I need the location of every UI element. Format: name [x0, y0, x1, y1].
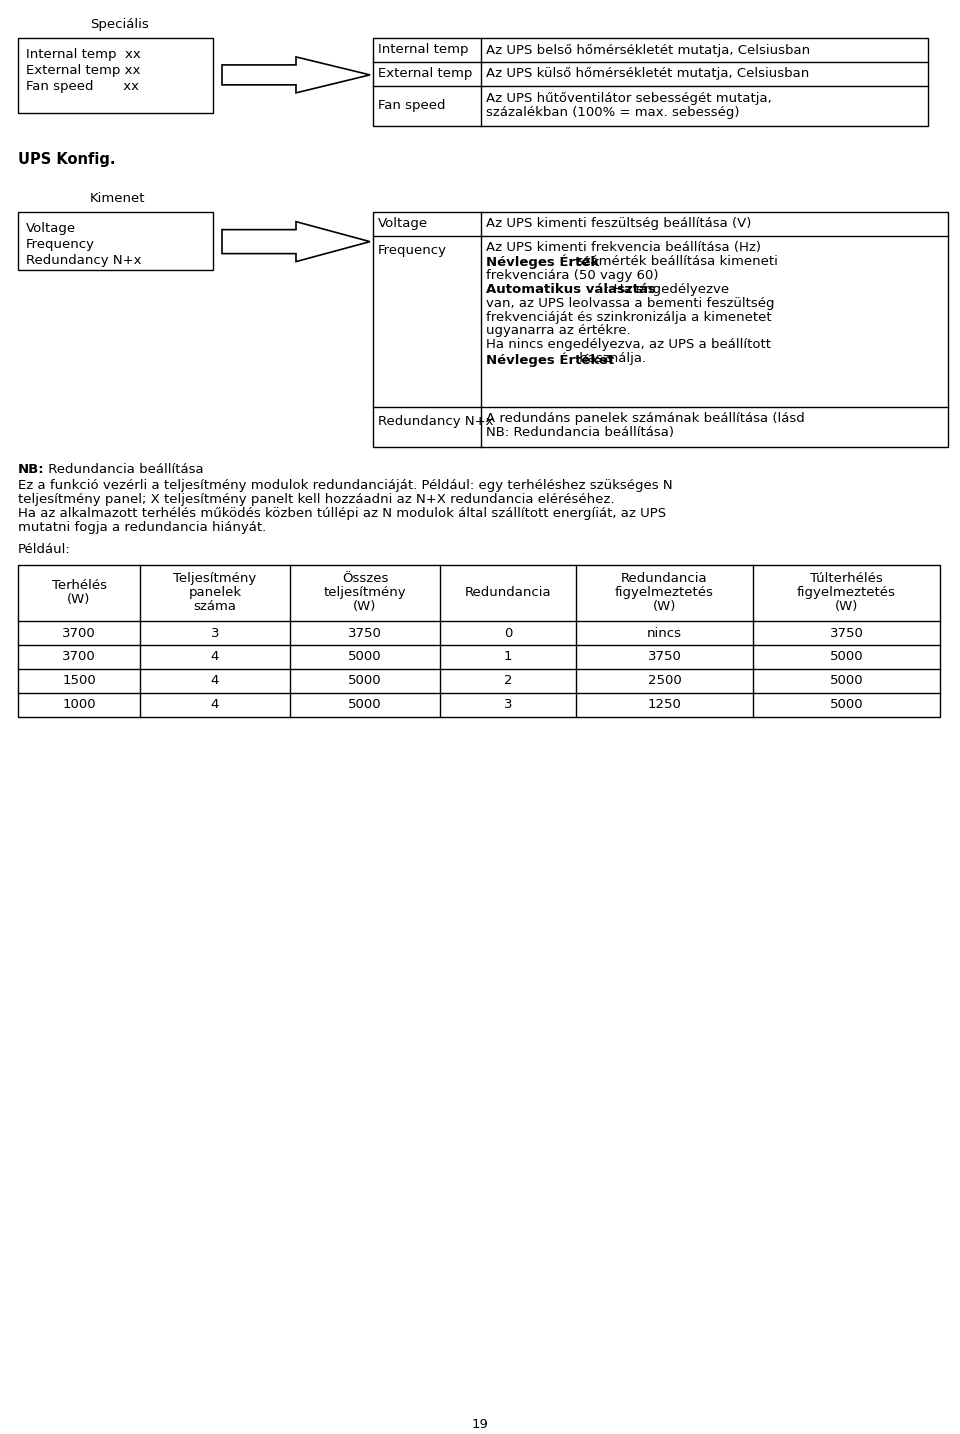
Text: Túlterhélés: Túlterhélés — [810, 572, 883, 585]
Text: Ez a funkció vezérli a teljesítmény modulok redundanciáját. Például: egy terhélé: Ez a funkció vezérli a teljesítmény modu… — [18, 479, 673, 492]
Text: van, az UPS leolvassa a bementi feszültség: van, az UPS leolvassa a bementi feszülts… — [486, 297, 775, 310]
Text: 4: 4 — [211, 651, 219, 664]
Text: 3: 3 — [211, 627, 219, 640]
Text: 4: 4 — [211, 698, 219, 711]
Text: frekvenciára (50 vagy 60): frekvenciára (50 vagy 60) — [486, 268, 659, 281]
Text: 3750: 3750 — [829, 627, 863, 640]
Text: Redundancia beállítása: Redundancia beállítása — [44, 463, 204, 476]
Text: Névleges Értéket: Névleges Értéket — [486, 353, 614, 367]
Text: nincs: nincs — [647, 627, 682, 640]
Text: Automatikus választás: Automatikus választás — [486, 282, 656, 295]
Text: teljesítmény: teljesítmény — [324, 587, 406, 599]
Text: Redundancy N+x: Redundancy N+x — [26, 254, 141, 267]
Text: 5000: 5000 — [829, 674, 863, 687]
Text: Az UPS kimenti feszültség beállítása (V): Az UPS kimenti feszültség beállítása (V) — [486, 217, 752, 229]
Text: 1: 1 — [504, 651, 513, 664]
Text: 0: 0 — [504, 627, 513, 640]
Text: Kimenet: Kimenet — [90, 192, 146, 205]
Text: (W): (W) — [67, 594, 90, 607]
Text: Redundancia: Redundancia — [621, 572, 708, 585]
Text: NB:: NB: — [18, 463, 44, 476]
Text: (W): (W) — [653, 599, 676, 614]
Text: (W): (W) — [835, 599, 858, 614]
Text: 5000: 5000 — [348, 698, 382, 711]
Text: External temp: External temp — [378, 67, 472, 80]
Text: 19: 19 — [471, 1418, 489, 1431]
Text: A redundáns panelek számának beállítása (lásd: A redundáns panelek számának beállítása … — [486, 413, 804, 426]
Text: Névleges Érték: Névleges Érték — [486, 255, 599, 270]
Text: Teljesítmény: Teljesítmény — [174, 572, 256, 585]
Text: 5000: 5000 — [829, 651, 863, 664]
Text: 2500: 2500 — [648, 674, 682, 687]
Text: 5000: 5000 — [829, 698, 863, 711]
Bar — [373, 212, 948, 447]
Text: Voltage: Voltage — [378, 217, 428, 229]
Text: Frequency: Frequency — [378, 244, 447, 257]
Text: figyelmeztetés: figyelmeztetés — [615, 587, 714, 599]
Text: frekvenciáját és szinkronizálja a kimenetet: frekvenciáját és szinkronizálja a kimene… — [486, 311, 772, 324]
Text: : számérték beállítása kimeneti: : számérték beállítása kimeneti — [568, 255, 778, 268]
Text: Internal temp  xx: Internal temp xx — [26, 47, 141, 60]
Text: Az UPS belső hőmérsékletét mutatja, Celsiusban: Az UPS belső hőmérsékletét mutatja, Cels… — [486, 43, 810, 56]
Bar — [18, 212, 213, 270]
Text: használja.: használja. — [575, 353, 646, 366]
Text: UPS Konfig.: UPS Konfig. — [18, 152, 115, 166]
Text: 5000: 5000 — [348, 651, 382, 664]
Text: NB: Redundancia beállítása): NB: Redundancia beállítása) — [486, 426, 674, 439]
Text: Speciális: Speciális — [90, 19, 149, 32]
Text: Voltage: Voltage — [26, 222, 76, 235]
Text: teljesítmény panel; X teljesítmény panelt kell hozzáadni az N+X redundancia elér: teljesítmény panel; X teljesítmény panel… — [18, 493, 614, 506]
Text: : Ha engedélyezve: : Ha engedélyezve — [605, 282, 730, 295]
Text: Például:: Például: — [18, 543, 71, 556]
Text: (W): (W) — [353, 599, 376, 614]
Text: Redundancia: Redundancia — [465, 587, 551, 599]
Text: Az UPS kimenti frekvencia beállítása (Hz): Az UPS kimenti frekvencia beállítása (Hz… — [486, 241, 761, 254]
Text: Ha nincs engedélyezva, az UPS a beállított: Ha nincs engedélyezva, az UPS a beállíto… — [486, 338, 771, 351]
Text: Összes: Összes — [342, 572, 388, 585]
Text: 1250: 1250 — [648, 698, 682, 711]
Bar — [18, 565, 940, 717]
Text: ugyanarra az értékre.: ugyanarra az értékre. — [486, 324, 631, 337]
Text: panelek: panelek — [188, 587, 242, 599]
Text: százalékban (100% = max. sebesség): százalékban (100% = max. sebesség) — [486, 106, 739, 119]
Text: 5000: 5000 — [348, 674, 382, 687]
Text: Az UPS hűtőventilátor sebességét mutatja,: Az UPS hűtőventilátor sebességét mutatja… — [486, 92, 772, 105]
Text: Az UPS külső hőmérsékletét mutatja, Celsiusban: Az UPS külső hőmérsékletét mutatja, Cels… — [486, 67, 809, 80]
Text: Terhélés: Terhélés — [52, 579, 107, 592]
Text: 3750: 3750 — [648, 651, 682, 664]
Text: 2: 2 — [504, 674, 513, 687]
Text: Fan speed: Fan speed — [378, 99, 445, 112]
Text: Frequency: Frequency — [26, 238, 95, 251]
Text: 1500: 1500 — [62, 674, 96, 687]
Text: 3700: 3700 — [62, 627, 96, 640]
Text: 3750: 3750 — [348, 627, 382, 640]
Text: 1000: 1000 — [62, 698, 96, 711]
Text: External temp xx: External temp xx — [26, 65, 140, 77]
Text: 3: 3 — [504, 698, 513, 711]
Polygon shape — [222, 222, 370, 261]
Text: figyelmeztetés: figyelmeztetés — [797, 587, 896, 599]
Text: Redundancy N+x: Redundancy N+x — [378, 416, 493, 429]
Text: 4: 4 — [211, 674, 219, 687]
Text: Fan speed       xx: Fan speed xx — [26, 80, 139, 93]
Bar — [18, 37, 213, 113]
Text: 3700: 3700 — [62, 651, 96, 664]
Text: mutatni fogja a redundancia hiányát.: mutatni fogja a redundancia hiányát. — [18, 521, 266, 535]
Text: száma: száma — [194, 599, 236, 614]
Text: Ha az alkalmazott terhélés működés közben túllépi az N modulok által szállított : Ha az alkalmazott terhélés működés közbe… — [18, 508, 666, 521]
Text: Internal temp: Internal temp — [378, 43, 468, 56]
Bar — [373, 37, 928, 126]
Polygon shape — [222, 57, 370, 93]
